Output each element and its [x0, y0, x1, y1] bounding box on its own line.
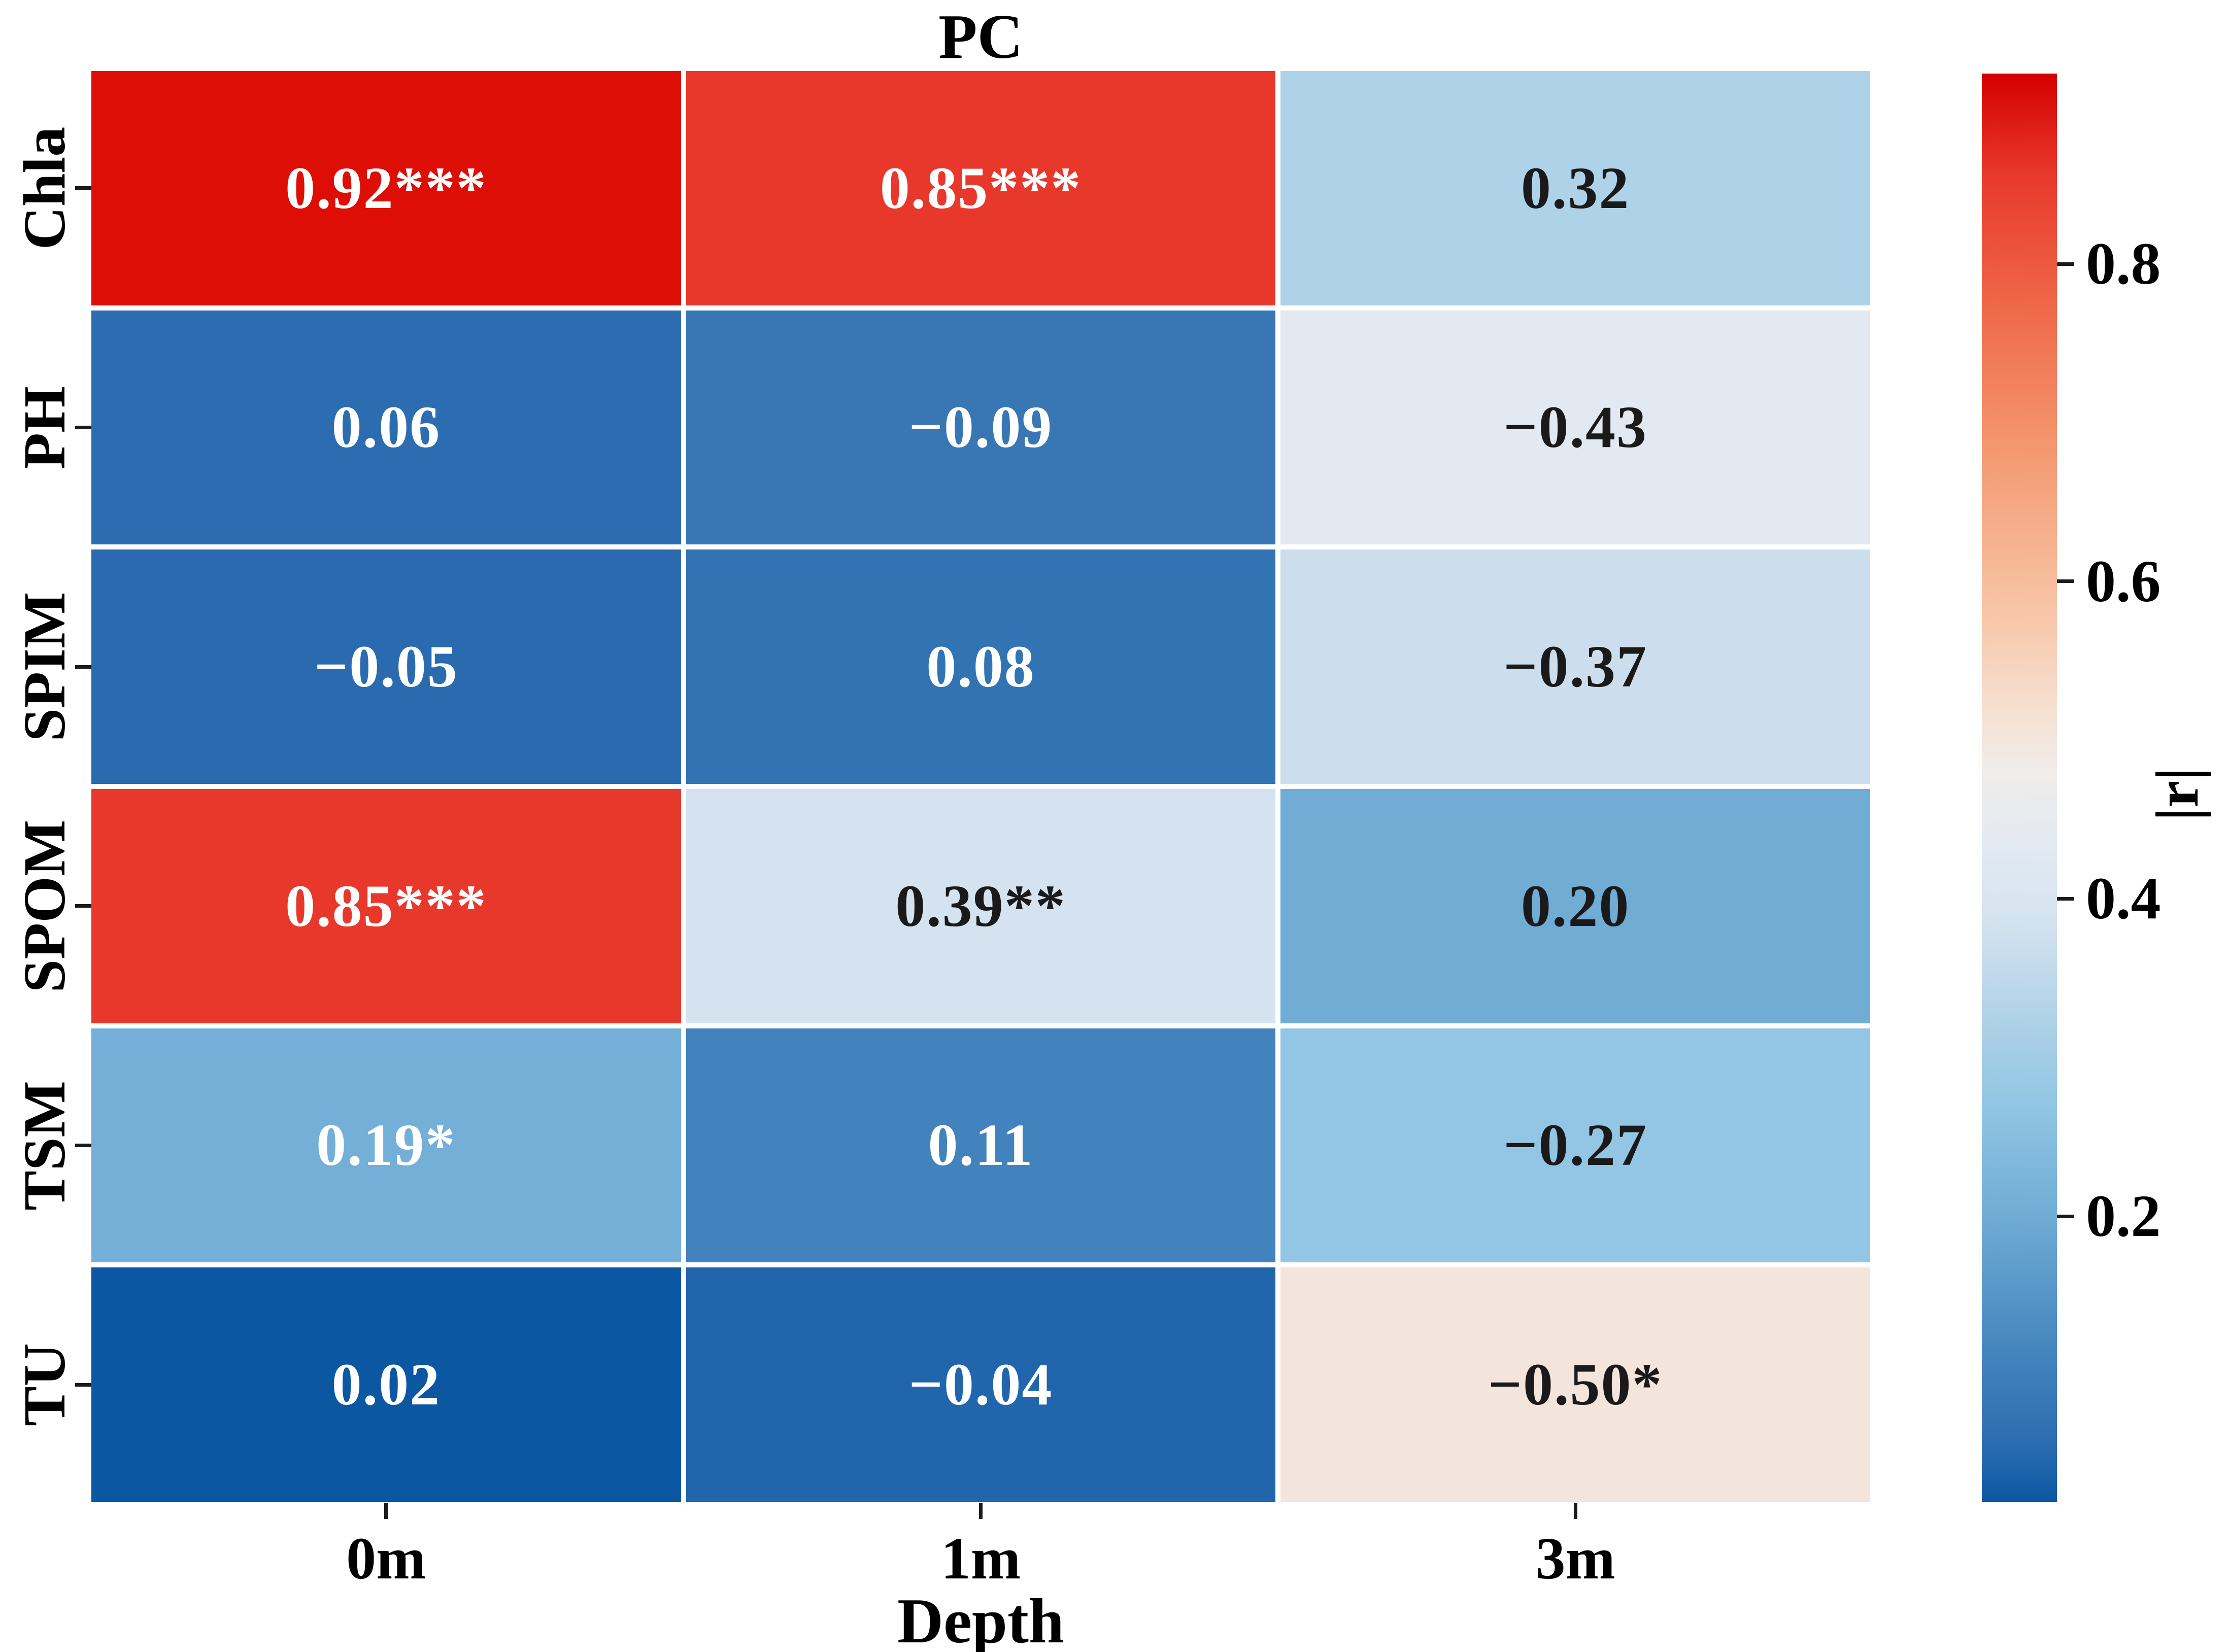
cell-value-label: −0.27	[1503, 1112, 1648, 1179]
y-axis-tick	[75, 1383, 91, 1387]
colorbar-tick-label: 0.4	[2086, 865, 2161, 932]
y-axis-tick	[75, 186, 91, 190]
heatmap-cell: 0.02	[91, 1267, 681, 1502]
colorbar-tick-label: 0.8	[2086, 230, 2161, 297]
row-label-chla: Chla	[11, 126, 78, 250]
chart-title: PC	[938, 2, 1023, 72]
colorbar-tick	[2057, 262, 2074, 266]
x-axis-title: Depth	[897, 1586, 1065, 1652]
heatmap-cell: −0.04	[686, 1267, 1276, 1502]
heatmap-cell: 0.32	[1280, 71, 1870, 305]
heatmap-cell: 0.20	[1280, 788, 1870, 1023]
heatmap-cell: −0.37	[1280, 549, 1870, 784]
cell-value-label: 0.92***	[285, 154, 487, 221]
heatmap-cell: 0.85***	[686, 71, 1276, 305]
heatmap-cell: 0.08	[686, 549, 1276, 784]
cell-value-label: 0.39**	[895, 872, 1066, 939]
y-axis-tick	[75, 1144, 91, 1147]
row-label-tu: TU	[11, 1343, 78, 1427]
cell-value-label: 0.85***	[285, 872, 487, 939]
col-label-3m: 3m	[1535, 1525, 1615, 1592]
heatmap-cell: 0.92***	[91, 71, 681, 305]
heatmap-cell: 0.06	[91, 310, 681, 545]
x-axis-tick	[1573, 1503, 1577, 1519]
colorbar-tick	[2057, 579, 2074, 583]
cell-value-label: 0.08	[926, 633, 1035, 700]
cell-value-label: 0.06	[331, 394, 441, 461]
cell-value-label: 0.20	[1521, 872, 1630, 939]
col-label-1m: 1m	[940, 1525, 1021, 1592]
cell-value-label: −0.43	[1503, 394, 1648, 461]
colorbar-tick	[2057, 1214, 2074, 1218]
cell-value-label: −0.04	[908, 1351, 1053, 1418]
row-label-spim: SPIM	[11, 592, 78, 742]
cell-value-label: −0.50*	[1488, 1351, 1663, 1418]
cell-value-label: 0.02	[331, 1351, 441, 1418]
colorbar-tick	[2057, 897, 2074, 901]
colorbar-tick-label: 0.2	[2086, 1183, 2161, 1249]
row-label-tsm: TSM	[11, 1080, 78, 1211]
heatmap-cell: −0.43	[1280, 310, 1870, 545]
x-axis-tick	[384, 1503, 388, 1519]
y-axis-tick	[75, 904, 91, 908]
cell-value-label: −0.05	[314, 633, 458, 700]
cell-value-label: −0.09	[908, 394, 1053, 461]
heatmap-cell: 0.19*	[91, 1028, 681, 1263]
cell-value-label: 0.19*	[316, 1112, 456, 1179]
y-axis-tick	[75, 665, 91, 669]
colorbar-title: |r|	[2143, 767, 2211, 821]
heatmap-grid: 0.92*** 0.85*** 0.32 0.06 −0.09 −0.43 −0.05 0.0…	[91, 71, 1870, 1502]
x-axis-tick	[979, 1503, 983, 1519]
cell-value-label: 0.32	[1521, 154, 1630, 221]
colorbar-gradient	[1982, 74, 2057, 1502]
heatmap-cell: −0.05	[91, 549, 681, 784]
heatmap-cell: 0.11	[686, 1028, 1276, 1263]
row-label-ph: PH	[11, 386, 78, 469]
cell-value-label: −0.37	[1503, 633, 1648, 700]
heatmap-cell: 0.39**	[686, 788, 1276, 1023]
y-axis-tick	[75, 426, 91, 429]
cell-value-label: 0.11	[928, 1112, 1034, 1179]
col-label-0m: 0m	[346, 1525, 426, 1592]
row-label-spom: SPOM	[11, 819, 78, 993]
heatmap-cell: −0.09	[686, 310, 1276, 545]
heatmap-cell: −0.27	[1280, 1028, 1870, 1263]
colorbar-tick-label: 0.6	[2086, 547, 2161, 614]
heatmap-cell: 0.85***	[91, 788, 681, 1023]
heatmap-cell: −0.50*	[1280, 1267, 1870, 1502]
cell-value-label: 0.85***	[880, 154, 1082, 221]
